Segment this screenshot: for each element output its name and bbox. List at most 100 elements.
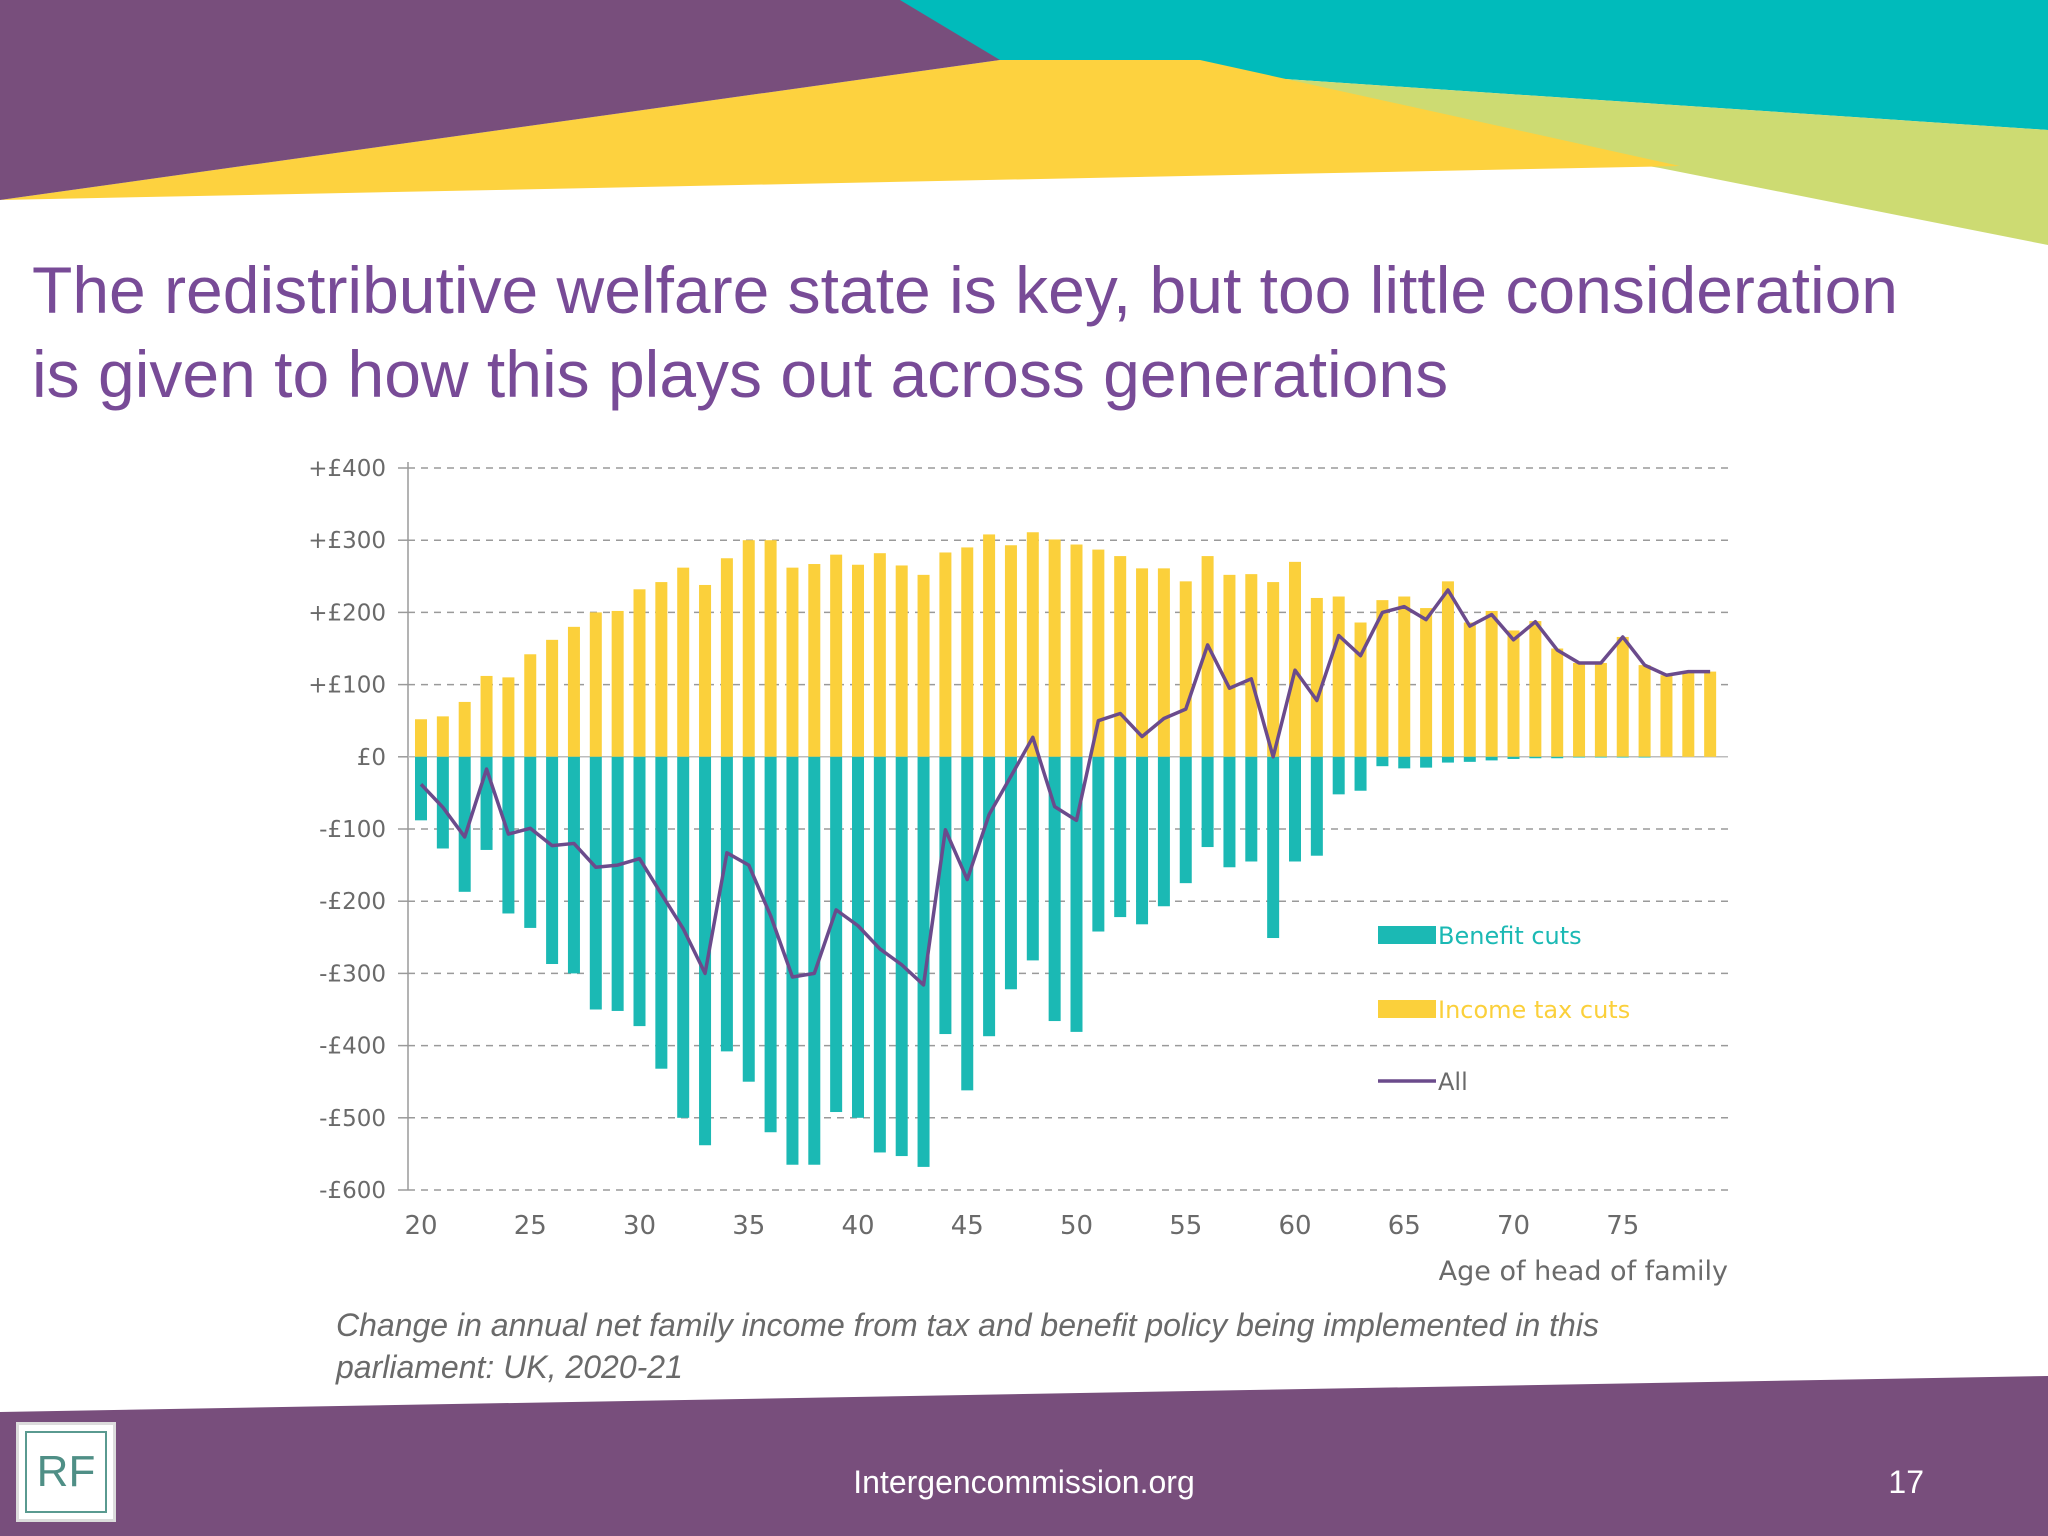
income-tax-cuts-bar bbox=[852, 564, 864, 757]
income-tax-cuts-bar bbox=[1638, 665, 1651, 757]
benefit-cuts-bar bbox=[1070, 756, 1083, 1032]
income-tax-cuts-bar bbox=[1398, 596, 1411, 757]
benefit-cuts-bar bbox=[742, 756, 755, 1082]
benefit-cuts-bar bbox=[1136, 756, 1149, 925]
benefit-cuts-bar bbox=[1573, 756, 1586, 758]
benefit-cuts-bar bbox=[1267, 756, 1280, 939]
header-banner bbox=[0, 0, 2048, 245]
footer: RF Intergencommission.org 17 bbox=[0, 1376, 2048, 1536]
banner-lime-band bbox=[1000, 60, 2048, 245]
income-tax-cuts-bar bbox=[1223, 574, 1236, 757]
benefit-cuts-bar bbox=[1507, 756, 1520, 759]
benefit-cuts-bar bbox=[1048, 756, 1061, 1022]
benefit-cuts-bar bbox=[1441, 756, 1454, 763]
income-tax-cuts-bar bbox=[1551, 648, 1564, 757]
income-tax-cuts-bar bbox=[1354, 622, 1367, 757]
y-tick-label: -£200 bbox=[319, 889, 386, 915]
x-tick-label: 75 bbox=[1606, 1211, 1639, 1241]
benefit-cuts-bar bbox=[1004, 756, 1017, 990]
benefit-cuts-bar bbox=[677, 756, 690, 1118]
x-tick-label: 40 bbox=[841, 1211, 874, 1241]
income-tax-cuts-bar bbox=[786, 567, 799, 757]
benefit-cuts-bar bbox=[524, 756, 537, 928]
legend: Benefit cuts Income tax cuts All bbox=[1378, 922, 1630, 1096]
benefit-cuts-bar bbox=[1529, 756, 1542, 759]
income-tax-cuts-bar bbox=[1026, 532, 1039, 757]
benefit-cuts-bar bbox=[458, 756, 471, 892]
income-tax-cuts-bar bbox=[1529, 621, 1542, 757]
income-tax-cuts-bar bbox=[1660, 675, 1673, 757]
y-tick-label: +£400 bbox=[308, 456, 386, 482]
chart-caption: Change in annual net family income from … bbox=[336, 1304, 1766, 1388]
chart-caption-line-1: Change in annual net family income from … bbox=[336, 1307, 1599, 1343]
income-tax-cuts-bar bbox=[1332, 596, 1345, 757]
legend-swatch bbox=[1378, 926, 1436, 944]
income-tax-cuts-bar bbox=[458, 701, 471, 757]
income-tax-cuts-bar bbox=[677, 567, 690, 757]
footer-background bbox=[0, 1376, 2048, 1536]
slide-title: The redistributive welfare state is key,… bbox=[32, 248, 2022, 416]
income-tax-cuts-bar bbox=[611, 610, 624, 757]
y-tick-label: -£100 bbox=[319, 817, 386, 843]
x-tick-label: 30 bbox=[623, 1211, 656, 1241]
benefit-cuts-bar bbox=[1092, 756, 1105, 932]
benefit-cuts-bar bbox=[567, 756, 580, 974]
x-tick-label: 70 bbox=[1497, 1211, 1530, 1241]
income-tax-cuts-bar bbox=[1507, 630, 1520, 757]
income-tax-cuts-bar bbox=[1092, 549, 1105, 757]
income-tax-cuts-bar bbox=[1179, 581, 1192, 757]
income-tax-cuts-bar bbox=[567, 626, 580, 757]
x-tick-label: 25 bbox=[514, 1211, 547, 1241]
x-tick-label: 45 bbox=[951, 1211, 984, 1241]
benefit-cuts-bar bbox=[764, 756, 777, 1133]
y-tick-label: -£500 bbox=[319, 1106, 386, 1132]
legend-swatch bbox=[1378, 1000, 1436, 1018]
rf-logo[interactable]: RF bbox=[16, 1422, 116, 1522]
x-tick-label: 60 bbox=[1278, 1211, 1311, 1241]
income-tax-cuts-bar bbox=[1201, 556, 1214, 757]
income-tax-cuts-bar bbox=[1136, 568, 1149, 757]
income-tax-cuts-bar bbox=[436, 716, 449, 757]
income-tax-cuts-bar bbox=[633, 589, 646, 757]
income-tax-cuts-bar bbox=[415, 719, 427, 757]
tick-labels: +£400 +£300 +£200 +£100 £0 -£100 -£200 -£300 -£4… bbox=[308, 456, 1728, 1287]
benefit-cuts-bar bbox=[1310, 756, 1323, 856]
legend-label: Benefit cuts bbox=[1438, 922, 1582, 950]
benefit-cuts-bar bbox=[1114, 756, 1127, 918]
benefit-cuts-bar bbox=[1616, 756, 1629, 758]
all-series-line bbox=[419, 588, 1711, 987]
benefit-cuts-bar bbox=[1289, 756, 1301, 862]
benefit-cuts-bar bbox=[873, 756, 886, 1153]
income-tax-cuts-bar bbox=[1310, 597, 1323, 757]
income-tax-cuts-bar bbox=[1594, 662, 1607, 757]
income-tax-cuts-bar bbox=[546, 639, 559, 757]
income-tax-cuts-bar bbox=[1289, 561, 1301, 757]
x-tick-label: 50 bbox=[1060, 1211, 1093, 1241]
income-tax-cuts-bar bbox=[917, 574, 930, 757]
benefit-cuts-bar bbox=[655, 756, 668, 1069]
income-tax-cuts-bar bbox=[1463, 622, 1476, 757]
footer-url-link[interactable]: Intergencommission.org bbox=[853, 1464, 1195, 1500]
page-number: 17 bbox=[1888, 1464, 1924, 1500]
benefit-cuts-bar bbox=[1332, 756, 1345, 795]
benefit-cuts-bar bbox=[830, 756, 843, 1113]
bars bbox=[415, 532, 1717, 1167]
benefit-cuts-bar bbox=[852, 756, 864, 1118]
banner-yellow-band bbox=[0, 60, 1680, 200]
benefit-cuts-bar bbox=[1420, 756, 1433, 768]
income-tax-cuts-bar bbox=[1267, 582, 1280, 757]
income-tax-cuts-bar bbox=[1070, 544, 1083, 757]
benefit-cuts-bar bbox=[1398, 756, 1411, 769]
benefit-cuts-bar bbox=[983, 756, 996, 1037]
benefit-cuts-bar bbox=[1638, 756, 1651, 758]
benefit-cuts-bar bbox=[589, 756, 602, 1010]
benefit-cuts-bar bbox=[415, 756, 427, 821]
benefit-cuts-bar bbox=[1245, 756, 1258, 862]
income-tax-cuts-bar bbox=[873, 553, 886, 757]
y-tick-label: +£300 bbox=[308, 528, 386, 554]
income-tax-cuts-bar bbox=[524, 654, 537, 757]
income-tax-cuts-bar bbox=[764, 540, 777, 757]
benefit-cuts-bar bbox=[546, 756, 559, 965]
income-tax-cuts-bar bbox=[939, 552, 952, 757]
benefit-cuts-bar bbox=[1485, 756, 1498, 761]
